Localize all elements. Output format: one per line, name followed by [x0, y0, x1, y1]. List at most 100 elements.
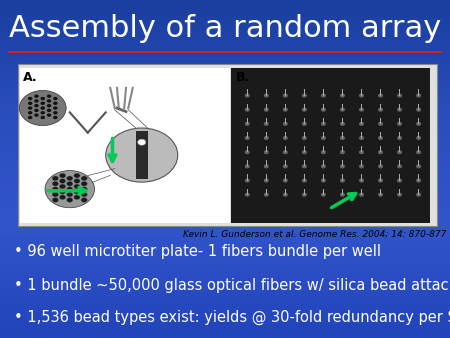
FancyBboxPatch shape: [247, 103, 248, 110]
Circle shape: [53, 116, 58, 119]
Circle shape: [417, 122, 420, 125]
FancyBboxPatch shape: [399, 90, 400, 96]
Text: B.: B.: [236, 71, 250, 84]
Circle shape: [360, 193, 363, 196]
Circle shape: [322, 193, 325, 196]
Circle shape: [265, 151, 268, 153]
Circle shape: [379, 165, 382, 168]
Circle shape: [47, 109, 51, 112]
FancyBboxPatch shape: [399, 132, 400, 138]
FancyBboxPatch shape: [323, 118, 324, 124]
Circle shape: [398, 165, 401, 168]
Circle shape: [59, 173, 66, 178]
FancyBboxPatch shape: [247, 90, 248, 96]
Circle shape: [341, 137, 344, 139]
Circle shape: [245, 94, 249, 97]
Circle shape: [302, 108, 306, 111]
Circle shape: [284, 108, 287, 111]
Circle shape: [28, 106, 32, 110]
Circle shape: [245, 151, 249, 153]
Circle shape: [379, 193, 382, 196]
FancyBboxPatch shape: [285, 103, 286, 110]
Circle shape: [59, 179, 66, 184]
Circle shape: [360, 179, 363, 182]
FancyBboxPatch shape: [418, 132, 419, 138]
Circle shape: [360, 122, 363, 125]
Circle shape: [74, 190, 80, 194]
FancyBboxPatch shape: [247, 174, 248, 180]
Circle shape: [398, 151, 401, 153]
FancyBboxPatch shape: [418, 174, 419, 180]
Circle shape: [245, 179, 249, 182]
FancyBboxPatch shape: [380, 174, 381, 180]
FancyBboxPatch shape: [285, 118, 286, 124]
FancyBboxPatch shape: [380, 90, 381, 96]
FancyBboxPatch shape: [361, 118, 362, 124]
Circle shape: [40, 111, 45, 115]
Circle shape: [341, 151, 344, 153]
FancyBboxPatch shape: [247, 146, 248, 152]
FancyBboxPatch shape: [361, 90, 362, 96]
Circle shape: [245, 193, 249, 196]
FancyBboxPatch shape: [231, 68, 430, 223]
FancyBboxPatch shape: [323, 189, 324, 195]
FancyBboxPatch shape: [380, 118, 381, 124]
Circle shape: [398, 108, 401, 111]
Circle shape: [245, 137, 249, 139]
FancyBboxPatch shape: [304, 146, 305, 152]
Circle shape: [53, 102, 58, 105]
Circle shape: [52, 198, 58, 202]
FancyBboxPatch shape: [399, 174, 400, 180]
FancyBboxPatch shape: [304, 118, 305, 124]
Circle shape: [322, 179, 325, 182]
FancyBboxPatch shape: [285, 174, 286, 180]
FancyBboxPatch shape: [380, 132, 381, 138]
FancyBboxPatch shape: [323, 160, 324, 166]
FancyBboxPatch shape: [399, 146, 400, 152]
FancyBboxPatch shape: [418, 160, 419, 166]
Text: Kevin L. Gunderson et al. Genome Res. 2004; 14: 870-877: Kevin L. Gunderson et al. Genome Res. 20…: [183, 230, 447, 239]
FancyBboxPatch shape: [418, 90, 419, 96]
FancyBboxPatch shape: [304, 189, 305, 195]
FancyBboxPatch shape: [399, 103, 400, 110]
FancyBboxPatch shape: [342, 103, 343, 110]
Circle shape: [245, 108, 249, 111]
Circle shape: [265, 193, 268, 196]
Circle shape: [47, 104, 51, 107]
Circle shape: [67, 176, 73, 181]
Circle shape: [47, 99, 51, 103]
FancyBboxPatch shape: [247, 189, 248, 195]
Circle shape: [322, 94, 325, 97]
Circle shape: [322, 122, 325, 125]
Circle shape: [245, 122, 249, 125]
Circle shape: [322, 165, 325, 168]
Circle shape: [67, 198, 73, 202]
FancyBboxPatch shape: [418, 103, 419, 110]
Circle shape: [302, 193, 306, 196]
FancyBboxPatch shape: [399, 160, 400, 166]
Circle shape: [45, 171, 94, 208]
Circle shape: [265, 108, 268, 111]
FancyBboxPatch shape: [418, 189, 419, 195]
Circle shape: [284, 94, 287, 97]
Circle shape: [19, 91, 66, 126]
FancyBboxPatch shape: [361, 160, 362, 166]
Circle shape: [417, 165, 420, 168]
FancyBboxPatch shape: [323, 132, 324, 138]
Circle shape: [265, 165, 268, 168]
Circle shape: [417, 137, 420, 139]
Circle shape: [322, 151, 325, 153]
Circle shape: [284, 179, 287, 182]
Circle shape: [52, 176, 58, 181]
Circle shape: [34, 104, 39, 107]
FancyBboxPatch shape: [361, 189, 362, 195]
Text: • 1,536 bead types exist: yields @ 30-fold redundancy per SNP: • 1,536 bead types exist: yields @ 30-fo…: [14, 310, 450, 325]
Circle shape: [284, 122, 287, 125]
Text: • 96 well microtiter plate- 1 fibers bundle per well: • 96 well microtiter plate- 1 fibers bun…: [14, 244, 381, 259]
FancyBboxPatch shape: [323, 90, 324, 96]
Circle shape: [81, 198, 87, 202]
Circle shape: [47, 114, 51, 117]
Circle shape: [322, 108, 325, 111]
Circle shape: [379, 122, 382, 125]
FancyBboxPatch shape: [342, 189, 343, 195]
